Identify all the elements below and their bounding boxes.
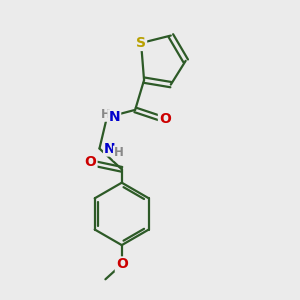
Text: H: H bbox=[100, 108, 110, 121]
Text: N: N bbox=[104, 142, 116, 155]
Text: O: O bbox=[116, 257, 128, 272]
Text: S: S bbox=[136, 36, 146, 50]
Text: N: N bbox=[109, 110, 120, 124]
Text: O: O bbox=[159, 112, 171, 126]
Text: H: H bbox=[114, 146, 124, 160]
Text: O: O bbox=[85, 155, 97, 169]
